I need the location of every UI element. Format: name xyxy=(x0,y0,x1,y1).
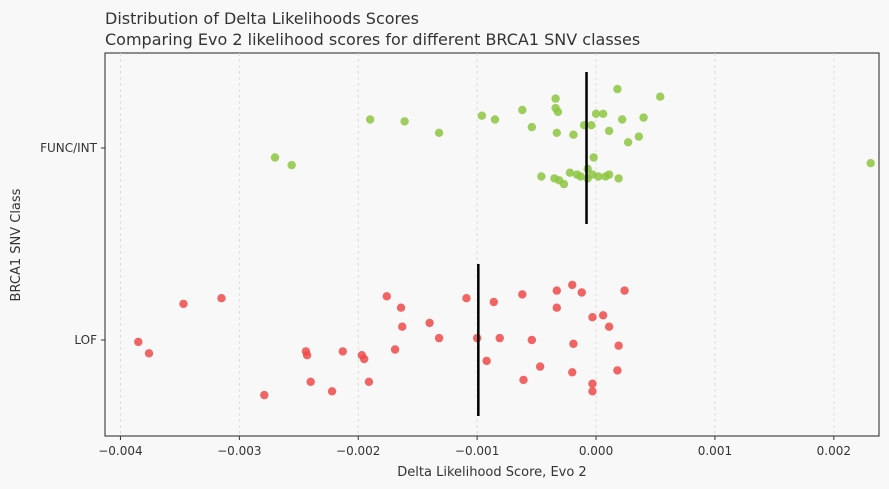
data-point xyxy=(639,113,648,122)
chart-subtitle: Comparing Evo 2 likelihood scores for di… xyxy=(105,30,640,49)
x-tick-label: −0.002 xyxy=(336,444,380,458)
x-tick-label: −0.003 xyxy=(217,444,261,458)
data-point xyxy=(617,115,627,124)
data-point xyxy=(604,126,614,136)
y-axis-ticks: FUNC/INT LOF xyxy=(40,141,105,347)
data-point xyxy=(559,179,569,189)
data-point xyxy=(604,322,614,331)
data-point xyxy=(400,117,409,126)
data-point xyxy=(434,333,444,343)
data-point xyxy=(527,335,537,345)
data-point xyxy=(359,354,369,364)
data-point xyxy=(527,122,537,132)
data-point xyxy=(306,377,315,386)
data-point xyxy=(270,153,280,162)
data-point xyxy=(482,356,491,366)
data-point xyxy=(613,366,622,375)
chart-title: Distribution of Delta Likelihoods Scores xyxy=(105,9,419,28)
x-tick-label: −0.004 xyxy=(98,444,142,458)
data-point xyxy=(287,160,296,170)
y-axis-label: BRCA1 SNV Class xyxy=(9,188,24,301)
data-point xyxy=(434,128,444,137)
y-tick-label: FUNC/INT xyxy=(40,141,98,155)
data-point xyxy=(576,172,585,181)
median-lines xyxy=(477,72,588,416)
data-point xyxy=(588,379,597,388)
x-tick-label: 0.000 xyxy=(579,444,613,458)
data-point xyxy=(490,115,500,124)
data-point xyxy=(614,341,623,350)
data-point xyxy=(587,121,596,130)
data-point xyxy=(489,297,498,307)
data-point xyxy=(134,337,143,347)
data-point xyxy=(518,105,527,115)
data-point xyxy=(577,288,586,297)
data-point xyxy=(552,286,561,295)
data-point xyxy=(598,109,608,119)
data-point xyxy=(552,303,561,312)
data-point xyxy=(553,107,563,117)
data-point xyxy=(495,333,504,343)
data-point xyxy=(623,138,633,147)
data-point xyxy=(179,299,188,309)
data-point xyxy=(537,172,546,181)
data-point xyxy=(217,294,226,303)
data-point xyxy=(425,318,434,328)
data-point xyxy=(396,303,406,312)
data-point xyxy=(260,390,269,400)
x-axis-label: Delta Likelihood Score, Evo 2 xyxy=(397,465,586,480)
data-point xyxy=(565,168,575,177)
data-point xyxy=(462,294,471,303)
data-point xyxy=(588,387,597,396)
x-tick-label: −0.001 xyxy=(455,444,499,458)
data-point xyxy=(568,368,577,377)
data-point xyxy=(518,290,527,299)
data-point xyxy=(338,347,347,356)
data-point xyxy=(591,109,601,119)
data-point xyxy=(569,130,578,139)
data-point xyxy=(365,115,375,124)
data-point xyxy=(144,349,154,358)
data-points xyxy=(134,84,875,400)
data-point xyxy=(327,387,337,396)
data-point xyxy=(866,159,875,168)
data-point xyxy=(588,313,597,322)
x-tick-label: 0.001 xyxy=(698,444,732,458)
data-point xyxy=(598,311,608,320)
plot-area xyxy=(104,52,880,437)
data-point xyxy=(589,153,598,162)
data-point xyxy=(398,322,407,331)
data-point xyxy=(613,84,622,94)
data-point xyxy=(535,362,545,371)
data-point xyxy=(551,94,560,103)
data-point xyxy=(390,345,400,354)
x-axis-ticks: −0.004 −0.003 −0.002 −0.001 0.000 0.001 0.002 xyxy=(98,436,851,458)
data-point xyxy=(519,375,528,385)
data-point xyxy=(302,351,312,360)
data-point xyxy=(594,172,603,181)
data-point xyxy=(552,128,561,137)
data-point xyxy=(568,280,577,290)
data-point xyxy=(569,339,578,348)
data-point xyxy=(634,132,644,141)
data-point xyxy=(656,92,665,101)
data-point xyxy=(364,377,374,386)
data-point xyxy=(382,292,391,301)
x-tick-label: 0.002 xyxy=(817,444,851,458)
y-tick-label: LOF xyxy=(74,333,97,347)
data-point xyxy=(477,111,487,120)
data-point xyxy=(614,174,623,183)
data-point xyxy=(604,170,614,179)
data-point xyxy=(620,286,629,295)
